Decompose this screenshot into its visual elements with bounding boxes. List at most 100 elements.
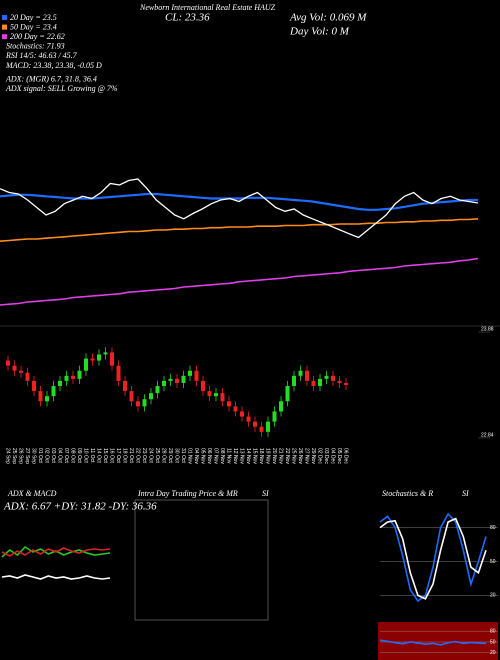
candle-body	[32, 380, 36, 392]
candle-body	[149, 393, 153, 400]
indicator-line	[379, 639, 487, 646]
indicator-line	[1, 574, 111, 580]
candle-body	[181, 375, 186, 383]
x-tick-label: 25 Oct	[154, 448, 160, 463]
x-tick-label: 26 Nov	[297, 448, 303, 464]
candle-body	[337, 380, 342, 383]
candle-body	[71, 375, 75, 379]
indicator-line	[379, 512, 487, 603]
x-tick-label: 01 Oct	[37, 448, 43, 463]
candle-body	[25, 372, 30, 381]
ma-line	[0, 192, 478, 211]
header-line: RSI 14/5: 46.63 / 45.7	[5, 51, 78, 60]
x-tick-label: 30 Sep	[31, 448, 37, 464]
price-line	[0, 178, 479, 239]
x-tick-label: 02 Dec	[317, 448, 323, 464]
x-tick-label: 05 Nov	[200, 448, 206, 464]
candle-body	[298, 370, 303, 376]
x-tick-label: 10 Oct	[83, 448, 89, 463]
x-tick-label: 18 Nov	[258, 448, 264, 464]
x-tick-label: 17 Oct	[115, 448, 121, 463]
header-line: 50 Day = 23.4	[10, 22, 57, 31]
x-tick-label: 24 Oct	[148, 448, 154, 463]
candle-body	[214, 393, 218, 397]
candle-body	[116, 365, 121, 381]
indicator-line	[1, 547, 111, 557]
x-tick-label: 04 Nov	[193, 448, 199, 464]
rsi-background	[378, 622, 498, 660]
header-line: 200 Day = 22.62	[10, 32, 65, 41]
candle-body	[246, 416, 251, 422]
candle-body	[129, 391, 134, 402]
x-tick-label: 07 Nov	[213, 448, 219, 464]
header-line: Stochastics: 71.93	[6, 42, 65, 51]
intraday-suffix: SI	[262, 489, 269, 498]
y-tick-label: 20	[490, 593, 496, 599]
candle-body	[19, 370, 23, 373]
x-tick-label: 07 Oct	[63, 448, 69, 463]
panel-label: ADX: 6.67 +DY: 31.82 -DY: 36.36	[3, 501, 157, 513]
x-tick-label: 04 Oct	[57, 448, 63, 463]
y-tick-label: 22.84	[481, 432, 494, 438]
candle-body	[58, 380, 62, 386]
candle-body	[175, 378, 179, 383]
candle-body	[279, 401, 283, 412]
legend-swatch	[2, 15, 7, 20]
panel-suffix: SI	[462, 489, 469, 498]
x-tick-label: 25 Sep	[11, 448, 17, 464]
x-tick-label: 21 Oct	[128, 448, 134, 463]
candle-body	[272, 411, 277, 422]
y-tick-label: 80	[490, 629, 496, 635]
y-tick-label: 20	[490, 650, 496, 656]
x-tick-label: 22 Nov	[284, 448, 290, 464]
x-tick-label: 18 Oct	[122, 448, 128, 463]
x-tick-label: 06 Nov	[206, 448, 212, 464]
candle-body	[103, 352, 108, 355]
candle-body	[259, 426, 264, 432]
candle-body	[324, 375, 329, 379]
header-line: ADX: (MGR) 6.7, 31.8, 36.4	[5, 74, 97, 83]
candle-body	[168, 378, 173, 381]
x-tick-label: 14 Nov	[245, 448, 251, 464]
candle-body	[311, 380, 316, 386]
x-tick-label: 29 Nov	[310, 448, 316, 464]
x-tick-label: 03 Oct	[50, 448, 56, 463]
day-vol: Day Vol: 0 M	[289, 26, 350, 38]
x-tick-label: 27 Sep	[24, 448, 30, 464]
x-tick-label: 09 Oct	[76, 448, 82, 463]
x-tick-label: 29 Oct	[167, 448, 173, 463]
x-tick-label: 08 Oct	[70, 448, 76, 463]
ma-line	[0, 218, 479, 242]
x-tick-label: 16 Oct	[109, 448, 115, 463]
x-tick-label: 14 Oct	[96, 448, 102, 463]
x-tick-label: 23 Oct	[141, 448, 147, 463]
legend-swatch	[2, 24, 7, 30]
candle-body	[64, 375, 69, 381]
candle-body	[188, 370, 192, 376]
candle-body	[110, 352, 114, 366]
x-tick-label: 08 Nov	[219, 448, 225, 464]
header-line: 20 Day = 23.5	[10, 13, 57, 22]
legend-swatch	[2, 34, 7, 40]
x-tick-label: 19 Nov	[265, 448, 271, 464]
x-tick-label: 15 Oct	[102, 448, 108, 463]
candle-body	[97, 354, 101, 361]
x-tick-label: 02 Oct	[44, 448, 50, 463]
x-tick-label: 22 Oct	[135, 448, 141, 463]
close-label: CL: 23.36	[165, 12, 210, 24]
candle-body	[90, 358, 95, 361]
x-tick-label: 12 Nov	[232, 448, 238, 464]
y-tick-label: 23.88	[481, 326, 494, 332]
x-tick-label: 24 Sep	[5, 448, 11, 464]
candle-body	[155, 386, 160, 394]
x-tick-label: 13 Nov	[239, 448, 245, 464]
x-tick-label: 28 Oct	[161, 448, 167, 463]
x-tick-label: 26 Sep	[18, 448, 24, 464]
candle-body	[136, 401, 140, 407]
x-tick-label: 30 Oct	[174, 448, 180, 463]
candle-body	[305, 370, 309, 381]
ma-line	[0, 257, 479, 306]
header-line: ADX signal: SELL Growing @ 7%	[5, 84, 118, 93]
